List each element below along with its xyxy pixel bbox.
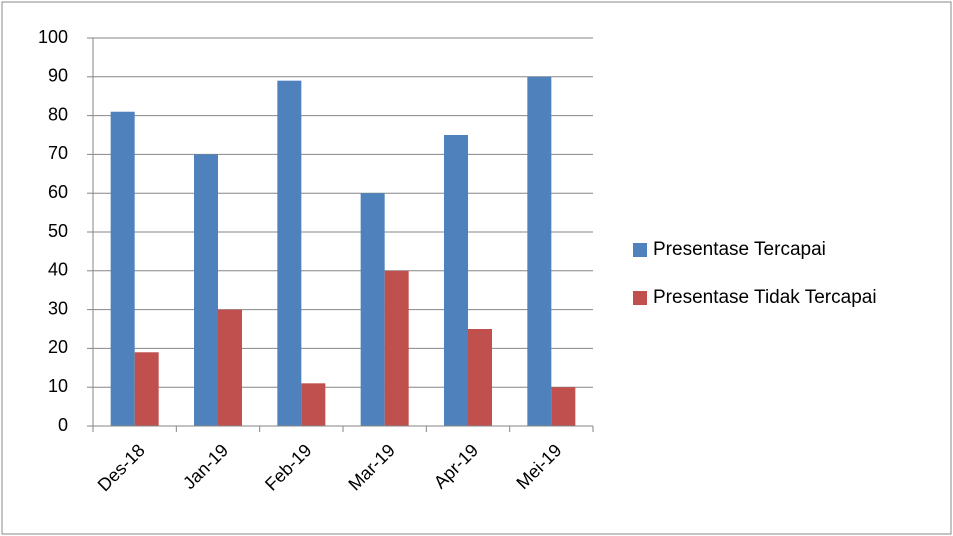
y-tick-label: 60 [48, 182, 68, 202]
bar [194, 154, 218, 426]
y-tick-label: 100 [38, 27, 68, 47]
bar [385, 271, 409, 426]
legend-swatch [633, 243, 647, 257]
legend-label: Presentase Tidak Tercapai [653, 287, 877, 308]
y-tick-label: 0 [58, 415, 68, 435]
bar [361, 193, 385, 426]
bar [551, 387, 575, 426]
legend-label: Presentase Tercapai [653, 239, 826, 260]
bar [301, 383, 325, 426]
bar [468, 329, 492, 426]
y-tick-label: 30 [48, 298, 68, 318]
bar [277, 81, 301, 426]
y-tick-label: 50 [48, 221, 68, 241]
y-tick-label: 10 [48, 376, 68, 396]
y-tick-label: 80 [48, 104, 68, 124]
bar [218, 310, 242, 426]
y-tick-label: 70 [48, 143, 68, 163]
y-tick-label: 90 [48, 66, 68, 86]
bar [444, 135, 468, 426]
y-tick-label: 40 [48, 260, 68, 280]
chart: Presentase Tercapai Presentase Tidak Terc… [0, 0, 953, 536]
y-tick-label: 20 [48, 337, 68, 357]
bar [111, 112, 135, 426]
bar [527, 77, 551, 426]
legend-swatch [633, 291, 647, 305]
bar [135, 352, 159, 426]
